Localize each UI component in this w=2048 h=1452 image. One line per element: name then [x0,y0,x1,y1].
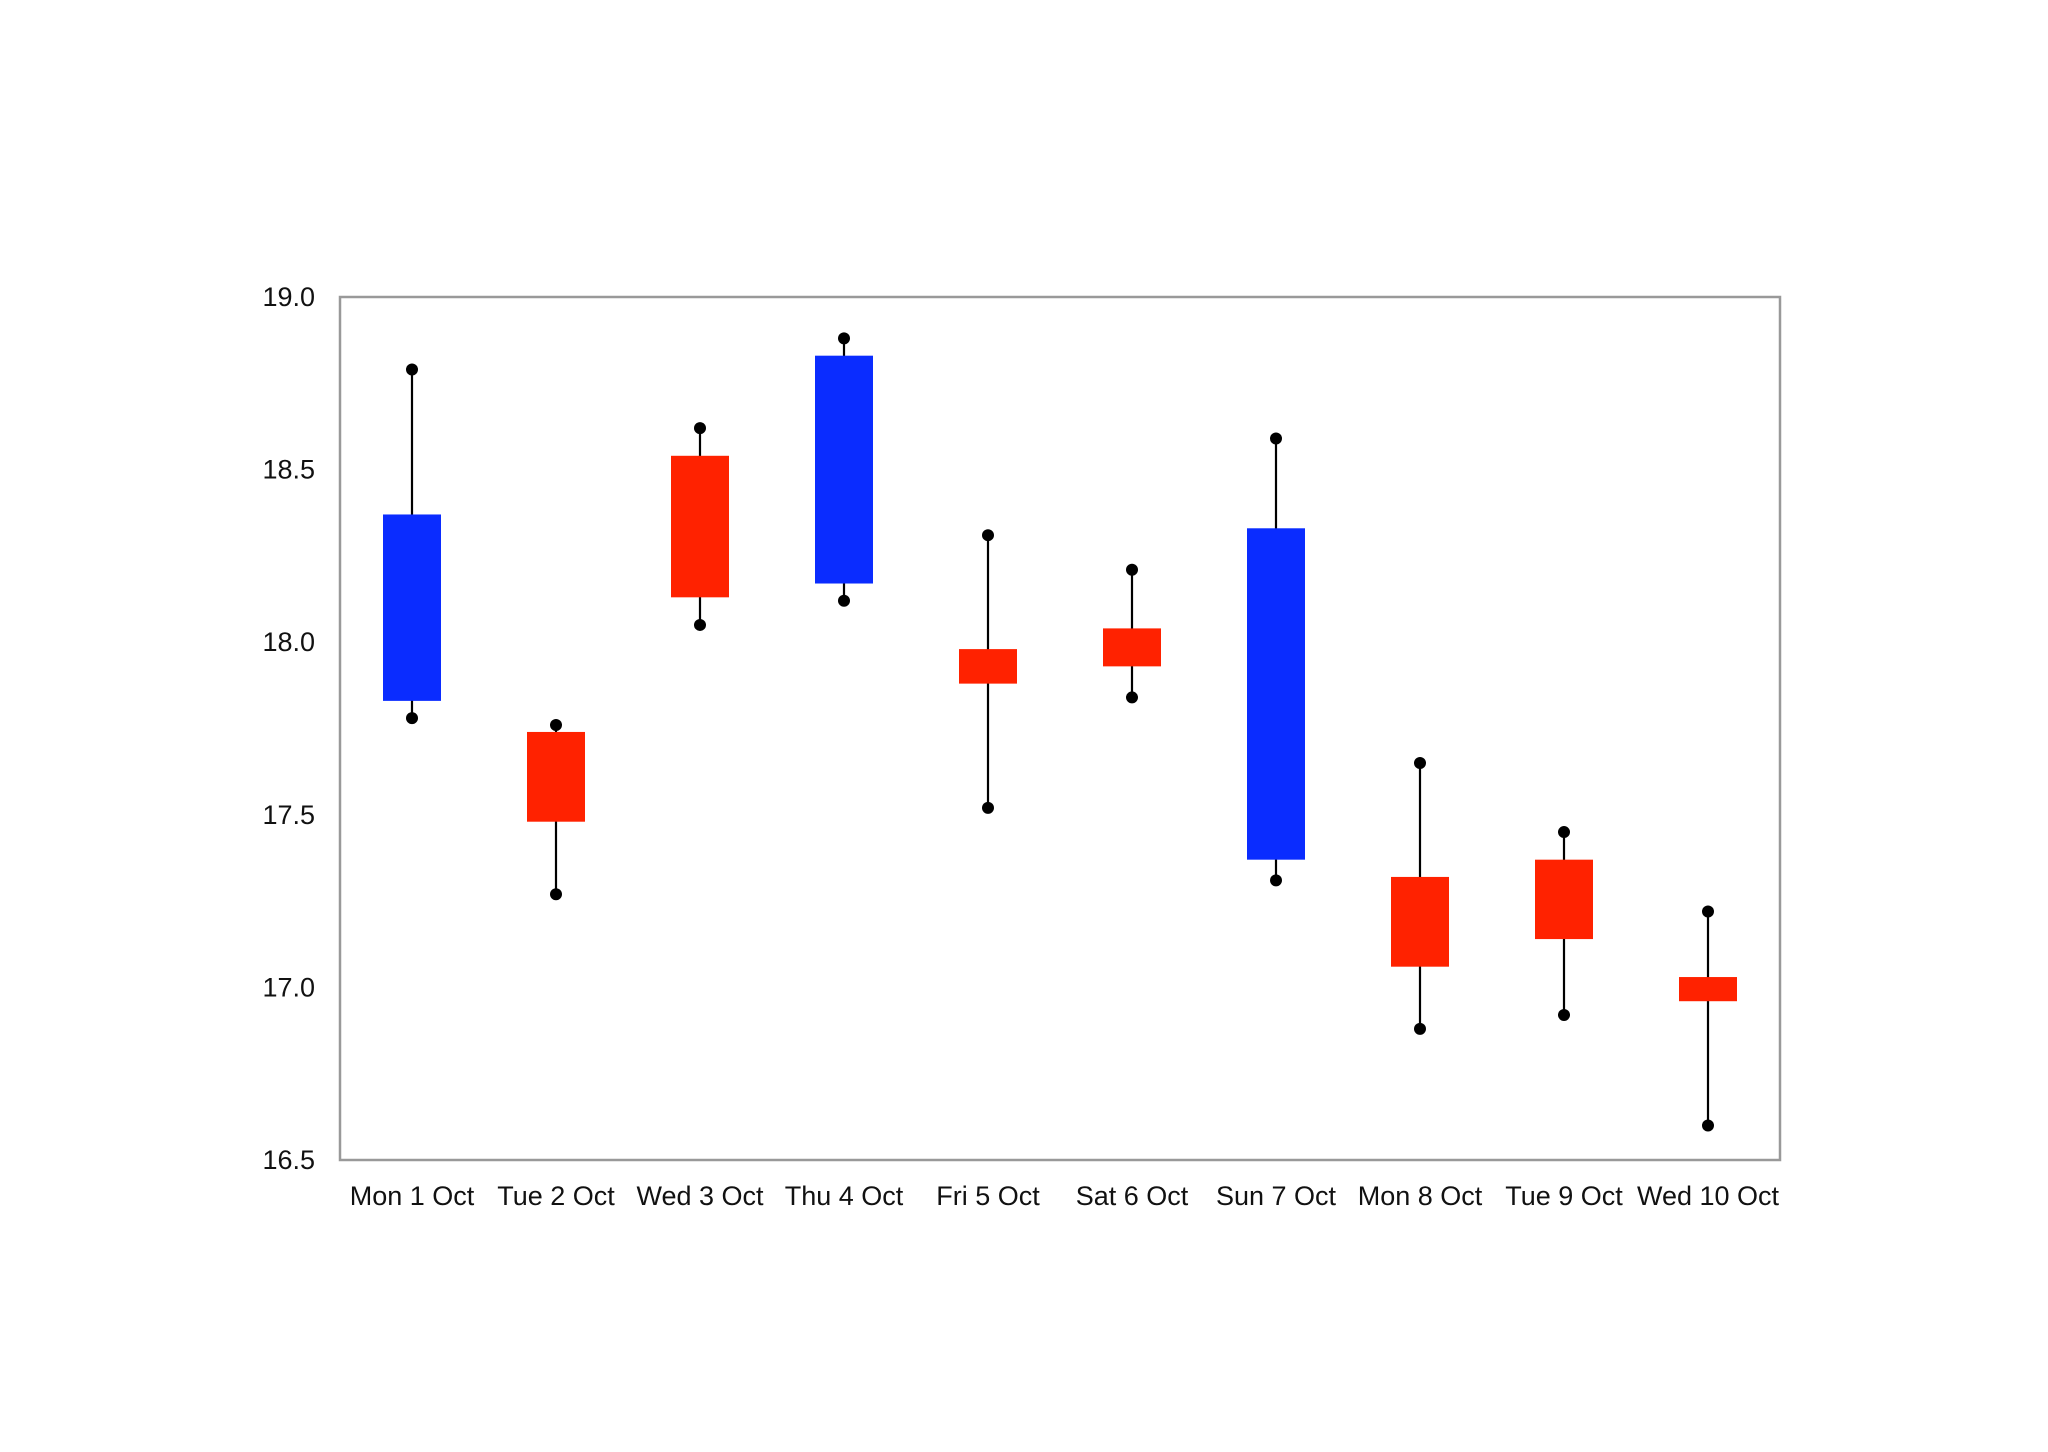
low-point [1558,1009,1570,1022]
candle [815,332,873,607]
high-point [838,332,850,345]
candle-body-down [959,649,1017,684]
high-point [1702,905,1714,918]
low-point [1126,691,1138,704]
high-point [982,529,994,542]
x-tick-label: Sun 7 Oct [1216,1181,1337,1211]
candle [959,529,1017,814]
candle-body-down [671,455,729,598]
candle-body-up [383,514,441,701]
y-tick-label: 16.5 [262,1145,315,1175]
low-point [694,618,706,631]
x-tick-label: Mon 8 Oct [1358,1181,1483,1211]
y-tick-label: 17.0 [262,972,315,1002]
y-tick-label: 18.0 [262,627,315,657]
candle-body-up [1247,528,1305,860]
low-point [550,888,562,901]
candle [383,363,441,725]
high-point [1414,757,1426,770]
low-point [838,594,850,607]
candles-layer [383,332,1737,1132]
x-tick-label: Mon 1 Oct [350,1181,475,1211]
x-tick-label: Tue 9 Oct [1505,1181,1623,1211]
candle [1535,826,1593,1022]
high-point [1558,826,1570,839]
y-axis-ticks: 19.0 18.5 18.0 17.5 17.0 16.5 [262,282,315,1175]
high-point [406,363,418,376]
candle-body-up [815,355,873,584]
candle-body-down [1679,977,1737,1002]
candle [527,719,585,901]
candle [1679,905,1737,1132]
high-point [1126,563,1138,576]
y-tick-label: 19.0 [262,282,315,312]
low-point [1702,1119,1714,1132]
x-tick-label: Sat 6 Oct [1076,1181,1189,1211]
candle-body-down [1103,628,1161,667]
candle [1103,563,1161,704]
low-point [1270,874,1282,887]
candle-body-down [1535,859,1593,940]
candle [1247,432,1305,887]
y-tick-label: 17.5 [262,800,315,830]
candle [1391,757,1449,1035]
high-point [694,422,706,435]
high-point [550,719,562,732]
x-tick-label: Tue 2 Oct [497,1181,615,1211]
plot-area-frame [338,295,1782,1162]
low-point [982,801,994,814]
y-tick-label: 18.5 [262,455,315,485]
x-axis-ticks: Mon 1 Oct Tue 2 Oct Wed 3 Oct Thu 4 Oct Fri … [350,1181,1780,1211]
candle-body-down [527,731,585,822]
candle-body-down [1391,876,1449,967]
x-tick-label: Fri 5 Oct [936,1181,1040,1211]
high-point [1270,432,1282,445]
low-point [1414,1022,1426,1035]
candle [671,422,729,631]
x-tick-label: Wed 3 Oct [636,1181,764,1211]
low-point [406,712,418,725]
x-tick-label: Wed 10 Oct [1637,1181,1780,1211]
x-tick-label: Thu 4 Oct [785,1181,904,1211]
